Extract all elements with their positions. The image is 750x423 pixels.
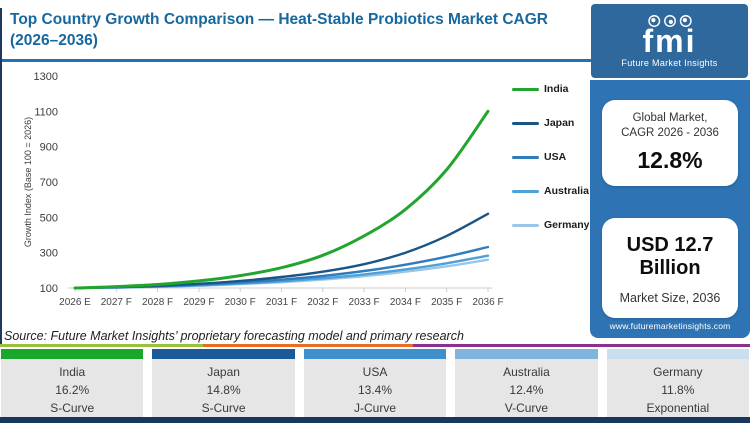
country-curve: J-Curve [354, 401, 397, 415]
y-axis-tick-label: 900 [40, 142, 58, 154]
legend-item-usa: USA [512, 150, 590, 164]
card-body: Germany 11.8% Exponential [606, 359, 750, 417]
global-cagr-value: 12.8% [637, 147, 703, 173]
y-axis-tick-label: 500 [40, 212, 58, 224]
cagr-card-line-2: CAGR 2026 - 2036 [621, 127, 719, 139]
card-color-bar [606, 349, 750, 359]
x-axis-tick-label: 2032 F [307, 297, 338, 308]
growth-index-chart: 2026 E 2027 F 2028 F 2029 F 2030 F 2031 F 2032… [23, 71, 504, 308]
legend-item-japan: Japan [512, 116, 590, 130]
market-size-label: Market Size, 2036 [619, 291, 721, 305]
legend-label: Australia [544, 185, 589, 197]
y-axis-tick-label: 1100 [34, 106, 58, 118]
header-accent-rule [0, 59, 592, 62]
page-title: Top Country Growth Comparison — Heat-Sta… [10, 9, 588, 51]
country-curve: S-Curve [201, 401, 246, 415]
website-url: www.futuremarketinsights.com [609, 321, 731, 331]
x-axis-tick-label: 2027 F [101, 297, 132, 308]
country-curve: V-Curve [504, 401, 549, 415]
card-body: Japan 14.8% S-Curve [152, 359, 295, 417]
country-cagr: 12.4% [509, 383, 544, 397]
x-axis-tick-label: 2036 F [472, 297, 503, 308]
y-axis-tick-label: 1300 [34, 71, 58, 83]
logo-wordmark: fmi [642, 23, 697, 59]
country-name: India [59, 365, 86, 379]
country-stat-cards: India 16.2% S-Curve Japan 14.8% S-Curve USA 13.… [0, 349, 750, 417]
market-size-value: USD 12.7 Billion [626, 234, 714, 279]
x-axis-tick-label: 2029 F [183, 297, 214, 308]
country-stat-card-india: India 16.2% S-Curve [1, 349, 144, 417]
legend-label: USA [544, 151, 567, 163]
country-cagr: 13.4% [358, 383, 393, 397]
series-line-japan [73, 212, 490, 290]
separator-segment [412, 344, 750, 347]
legend-swatch [512, 87, 539, 91]
country-curve: Exponential [646, 401, 710, 415]
country-name: Germany [653, 365, 703, 379]
legend-swatch [512, 121, 539, 125]
x-axis-tick-label: 2028 F [142, 297, 173, 308]
x-axis-tick-label: 2034 F [390, 297, 421, 308]
card-body: USA 13.4% J-Curve [303, 359, 447, 417]
legend-item-australia: Australia [512, 184, 590, 198]
x-axis-tick-label: 2035 F [431, 297, 462, 308]
card-color-bar [1, 349, 144, 359]
page-title-line-2: (2026–2036) [10, 32, 98, 49]
legend-swatch [512, 223, 539, 227]
separator-segment [0, 344, 203, 347]
country-curve: S-Curve [50, 401, 95, 415]
series-line-india [73, 109, 490, 290]
card-color-bar [455, 349, 598, 359]
cagr-card-line-1: Global Market, [632, 112, 708, 124]
country-name: USA [362, 365, 388, 379]
separator-bar [0, 344, 750, 347]
legend-swatch [512, 189, 539, 193]
country-cagr: 14.8% [206, 383, 241, 397]
card-color-bar [303, 349, 447, 359]
country-stat-card-germany: Germany 11.8% Exponential [606, 349, 750, 417]
country-stat-card-australia: Australia 12.4% V-Curve [455, 349, 598, 417]
x-axis-tick-label: 2033 F [349, 297, 380, 308]
country-name: Japan [207, 365, 240, 379]
separator-segment [202, 344, 413, 347]
global-cagr-card: Global Market, CAGR 2026 - 2036 12.8% [602, 100, 738, 186]
country-cagr: 16.2% [55, 383, 90, 397]
logo-globes-icon [647, 15, 692, 27]
x-axis-tick-label: 2030 F [225, 297, 256, 308]
series-line-germany [73, 258, 490, 290]
bottom-strip [0, 417, 750, 423]
legend-item-india: India [512, 82, 590, 96]
legend-item-germany: Germany [512, 218, 590, 232]
y-axis-tick-label: 300 [40, 248, 58, 260]
y-axis-label: Growth Index (Base 100 = 2026) [23, 117, 33, 247]
fmi-logo: fmi Future Market Insights [591, 4, 748, 78]
x-axis-tick-label: 2026 E [59, 297, 91, 308]
stats-panel: Global Market, CAGR 2026 - 2036 12.8% US… [590, 80, 750, 338]
left-edge-border [0, 8, 2, 344]
legend-label: India [544, 83, 569, 95]
card-body: Australia 12.4% V-Curve [455, 359, 598, 417]
y-axis-tick-label: 100 [40, 283, 58, 295]
legend-swatch [512, 155, 539, 159]
x-axis-tick-label: 2031 F [266, 297, 297, 308]
chart-legend: India Japan USA Australia Germany [512, 82, 590, 252]
country-stat-card-japan: Japan 14.8% S-Curve [152, 349, 295, 417]
legend-label: Japan [544, 117, 575, 129]
source-note: Source: Future Market Insights’ propriet… [4, 329, 464, 343]
market-size-card: USD 12.7 Billion Market Size, 2036 [602, 218, 738, 318]
y-axis-tick-label: 700 [40, 177, 58, 189]
page-title-line-1: Top Country Growth Comparison — Heat-Sta… [10, 11, 548, 28]
logo-subtitle: Future Market Insights [621, 58, 718, 68]
legend-label: Germany [544, 219, 590, 231]
card-body: India 16.2% S-Curve [1, 359, 144, 417]
card-color-bar [152, 349, 295, 359]
country-cagr: 11.8% [661, 383, 695, 397]
country-stat-card-usa: USA 13.4% J-Curve [303, 349, 447, 417]
country-name: Australia [503, 365, 550, 379]
